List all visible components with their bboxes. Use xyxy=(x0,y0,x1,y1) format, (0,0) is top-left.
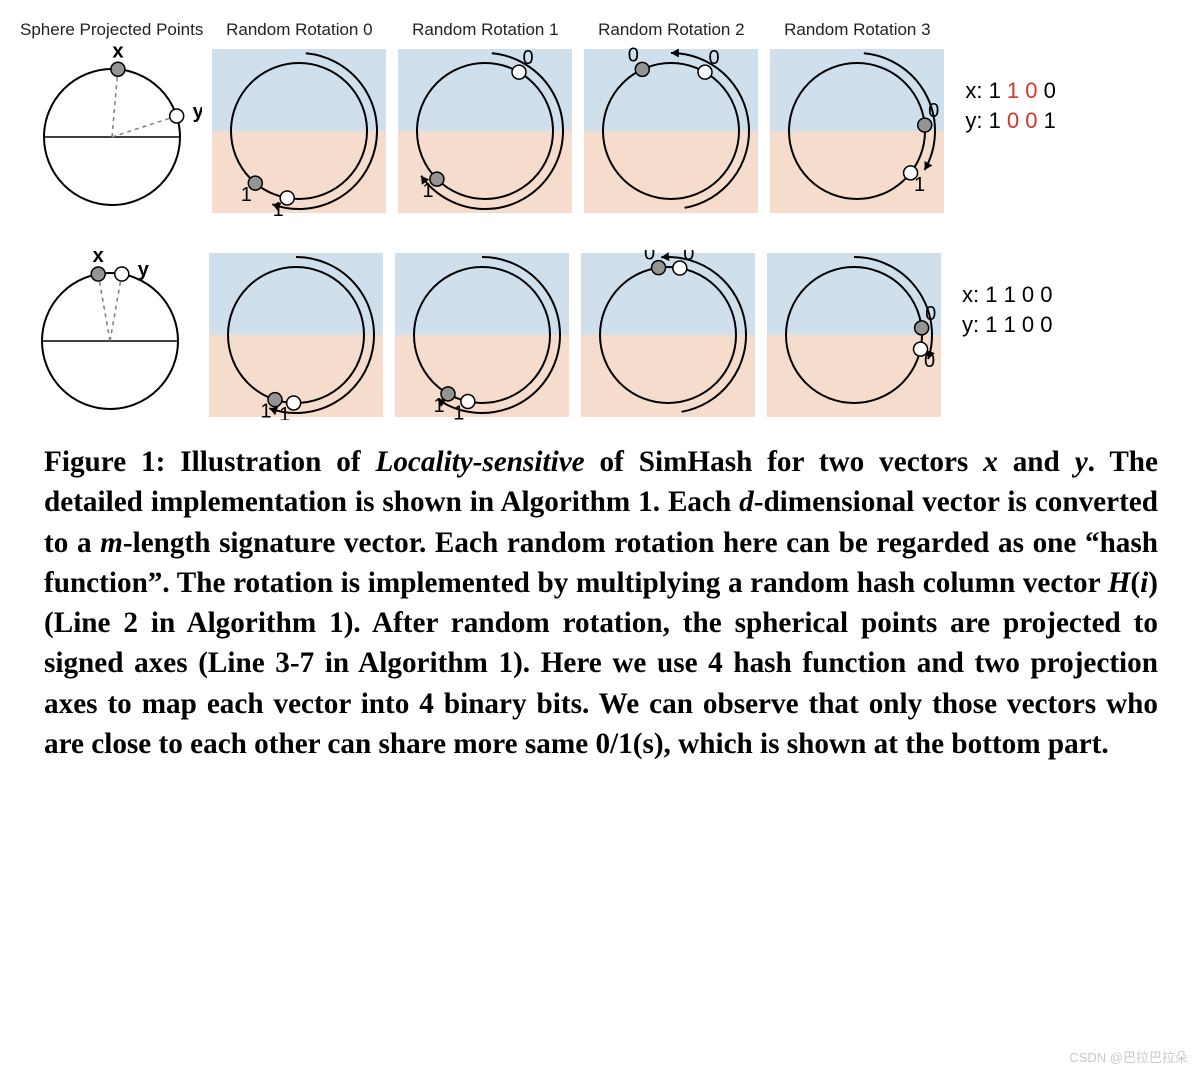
rotation-panel-r1-0: 11 xyxy=(209,46,389,216)
col-rot0: Random Rotation 0 11 xyxy=(209,20,389,216)
svg-text:1: 1 xyxy=(423,180,434,202)
caption-varH: H xyxy=(1108,567,1131,599)
svg-text:x: x xyxy=(112,46,123,62)
svg-text:0: 0 xyxy=(523,47,534,69)
caption-varx: x xyxy=(983,446,998,478)
col-rot0-2: . 11 xyxy=(206,224,386,420)
svg-text:0: 0 xyxy=(644,250,655,265)
rotation-panel-r2-2: 00 xyxy=(578,250,758,420)
col-rot2: Random Rotation 2 00 xyxy=(581,20,761,216)
col-rot1-2: . 11 xyxy=(392,224,572,420)
svg-text:x: x xyxy=(93,250,104,267)
diagram-row-1: Sphere Projected Points xy Random Rotati… xyxy=(20,20,1178,216)
caption-varm: m xyxy=(100,527,123,559)
caption-vary: y xyxy=(1075,446,1088,478)
col-rot3-2: . 00 xyxy=(764,224,944,420)
col-sphere: Sphere Projected Points xy xyxy=(20,20,203,216)
caption-mid2: and xyxy=(998,446,1075,478)
svg-text:1: 1 xyxy=(241,184,252,206)
rotation-panel-r1-2: 00 xyxy=(581,46,761,216)
svg-text:1: 1 xyxy=(914,174,925,196)
svg-text:y: y xyxy=(192,101,201,123)
rotation-panel-r2-3: 00 xyxy=(764,250,944,420)
rotation-panel-r1-1: 10 xyxy=(395,46,575,216)
caption-vard: d xyxy=(739,486,754,518)
header-rot2: Random Rotation 2 xyxy=(598,20,744,42)
caption-mid5: -length signature vector. Each random ro… xyxy=(44,527,1158,599)
svg-text:0: 0 xyxy=(929,100,940,122)
col-sphere-2: . xy xyxy=(20,224,200,420)
caption-mid1: of SimHash for two vectors xyxy=(585,446,984,478)
svg-text:0: 0 xyxy=(924,350,935,372)
rotation-panel-r1-3: 01 xyxy=(767,46,947,216)
caption-mid6: (Line 2 in Algorithm 1). After random ro… xyxy=(44,607,1158,760)
rotation-panel-r2-1: 11 xyxy=(392,250,572,420)
svg-text:1: 1 xyxy=(273,199,284,216)
sphere-panel-row2: xy xyxy=(20,250,200,420)
diagram-rows: Sphere Projected Points xy Random Rotati… xyxy=(20,20,1178,420)
svg-text:1: 1 xyxy=(433,395,444,417)
header-rot0: Random Rotation 0 xyxy=(226,20,372,42)
rotation-panel-r2-0: 11 xyxy=(206,250,386,420)
svg-text:0: 0 xyxy=(925,303,936,325)
svg-text:0: 0 xyxy=(709,47,720,69)
diagram-row-2: . xy . 11 . 11 . 00 . 00 x: 1 1 0 0 y: 1… xyxy=(20,224,1178,420)
svg-text:0: 0 xyxy=(628,46,639,66)
watermark: CSDN @巴拉巴拉朵 xyxy=(1069,1047,1188,1066)
col-rot2-2: . 00 xyxy=(578,224,758,420)
signature-row2: x: 1 1 0 0 y: 1 1 0 0 xyxy=(950,224,1053,339)
header-rot1: Random Rotation 1 xyxy=(412,20,558,42)
header-sphere: Sphere Projected Points xyxy=(20,20,203,42)
svg-text:0: 0 xyxy=(683,250,694,265)
caption-prefix: Figure 1: Illustration of xyxy=(44,446,376,478)
figure-caption: Figure 1: Illustration of Locality-sensi… xyxy=(20,442,1178,764)
figure-container: Sphere Projected Points xy Random Rotati… xyxy=(20,20,1178,764)
signature-row1: x: 1 1 0 0 y: 1 0 0 1 xyxy=(953,20,1056,135)
caption-parenL: ( xyxy=(1130,567,1140,599)
svg-text:1: 1 xyxy=(279,404,290,420)
svg-text:1: 1 xyxy=(260,401,271,420)
header-rot3: Random Rotation 3 xyxy=(784,20,930,42)
col-rot1: Random Rotation 1 10 xyxy=(395,20,575,216)
caption-parenR: ) xyxy=(1148,567,1158,599)
svg-text:1: 1 xyxy=(453,403,464,420)
caption-italic: Locality-sensitive xyxy=(376,446,585,478)
col-rot3: Random Rotation 3 01 xyxy=(767,20,947,216)
svg-text:y: y xyxy=(138,259,150,281)
sphere-panel-row1: xy xyxy=(22,46,202,216)
